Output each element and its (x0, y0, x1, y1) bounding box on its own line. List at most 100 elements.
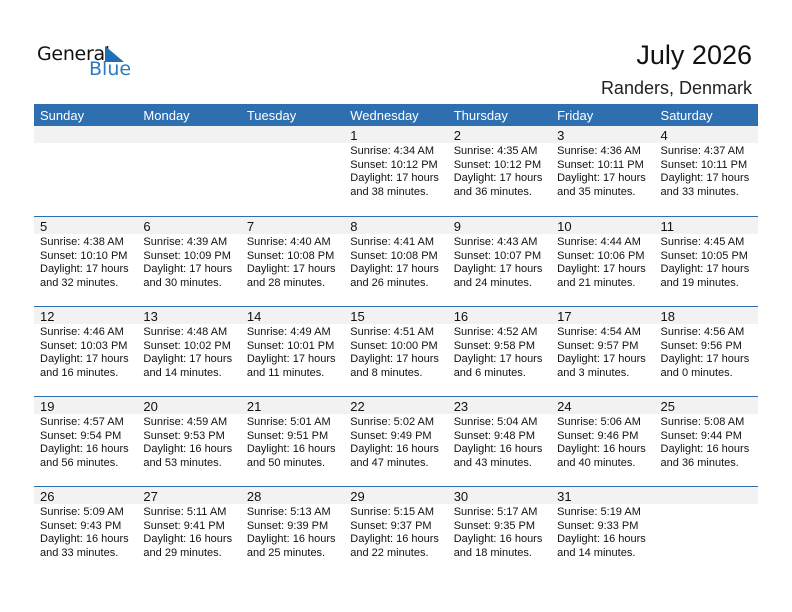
daylight-text: Daylight: 17 hours (350, 263, 439, 275)
daylight-text: Daylight: 17 hours (557, 263, 646, 275)
day-info: Sunrise: 5:01 AM Sunset: 9:51 PM Daylight:… (241, 414, 344, 470)
location: Randers, Denmark (600, 78, 752, 98)
sunrise-text: Sunrise: 5:02 AM (350, 416, 435, 428)
day-cell: 2 Sunrise: 4:35 AM Sunset: 10:12 PM Dayligh… (447, 126, 552, 216)
day-info: Sunrise: 4:49 AM Sunset: 10:01 PM Daylight… (241, 324, 344, 380)
day-info: Sunrise: 5:15 AM Sunset: 9:37 PM Daylight:… (344, 504, 447, 560)
day-info: Sunrise: 4:43 AM Sunset: 10:07 PM Daylight… (448, 234, 551, 290)
sunset-text: Sunset: 10:07 PM (453, 249, 542, 262)
day-cell (34, 126, 138, 216)
day-info: Sunrise: 4:36 AM Sunset: 10:11 PM Daylight… (551, 143, 654, 199)
sunrise-text: Sunrise: 4:52 AM (453, 326, 538, 338)
daylight-minutes-text: and 50 minutes. (246, 456, 326, 469)
day-number: 27 (137, 487, 241, 504)
week-row: 26 Sunrise: 5:09 AM Sunset: 9:43 PM Dayligh… (34, 486, 758, 576)
day-number (34, 126, 138, 143)
day-number: 21 (240, 397, 345, 414)
sunset-text: Sunset: 9:37 PM (350, 519, 432, 532)
sunset-text: Sunset: 9:48 PM (453, 429, 536, 442)
day-cell: 31 Sunrise: 5:19 AM Sunset: 9:33 PM Dayligh… (551, 487, 655, 576)
sunrise-text: Sunrise: 4:49 AM (246, 326, 331, 338)
sunrise-text: Sunrise: 4:43 AM (453, 236, 538, 248)
sunrise-text: Sunrise: 5:11 AM (143, 506, 227, 518)
daylight-text: Daylight: 17 hours (350, 353, 439, 365)
day-number (240, 126, 345, 143)
day-info: Sunrise: 5:13 AM Sunset: 9:39 PM Daylight:… (241, 504, 344, 560)
day-number: 26 (34, 487, 138, 504)
daylight-minutes-text: and 21 minutes. (557, 276, 636, 289)
day-info: Sunrise: 4:41 AM Sunset: 10:08 PM Daylight… (344, 234, 447, 290)
day-info: Sunrise: 5:09 AM Sunset: 9:43 PM Daylight:… (34, 504, 137, 560)
sunset-text: Sunset: 10:10 PM (40, 249, 128, 262)
daylight-text: Daylight: 16 hours (350, 443, 439, 455)
sunrise-text: Sunrise: 4:34 AM (350, 145, 435, 157)
daylight-minutes-text: and 33 minutes. (660, 185, 739, 198)
day-cell: 11 Sunrise: 4:45 AM Sunset: 10:05 PM Daylig… (654, 217, 758, 306)
day-number: 17 (551, 307, 655, 324)
daylight-minutes-text: and 36 minutes. (660, 456, 739, 469)
day-cell: 13 Sunrise: 4:48 AM Sunset: 10:02 PM Daylig… (137, 307, 241, 396)
sunset-text: Sunset: 9:46 PM (557, 429, 639, 442)
sunset-text: Sunset: 10:00 PM (350, 339, 438, 352)
sunset-text: Sunset: 9:54 PM (40, 429, 122, 442)
sunset-text: Sunset: 9:33 PM (557, 519, 639, 532)
day-number: 3 (551, 126, 655, 143)
daylight-text: Daylight: 16 hours (453, 443, 543, 455)
sunrise-text: Sunrise: 4:35 AM (453, 145, 538, 157)
sunrise-text: Sunrise: 5:19 AM (557, 506, 641, 518)
day-info: Sunrise: 4:45 AM Sunset: 10:05 PM Daylight… (655, 234, 758, 290)
day-cell: 22 Sunrise: 5:02 AM Sunset: 9:49 PM Dayligh… (344, 397, 448, 486)
sunset-text: Sunset: 10:11 PM (660, 158, 748, 171)
week-row: 12 Sunrise: 4:46 AM Sunset: 10:03 PM Daylig… (34, 306, 758, 396)
day-info: Sunrise: 5:11 AM Sunset: 9:41 PM Daylight:… (137, 504, 240, 560)
sunset-text: Sunset: 10:06 PM (557, 249, 645, 262)
day-number: 28 (240, 487, 345, 504)
day-cell: 7 Sunrise: 4:40 AM Sunset: 10:08 PM Dayligh… (240, 217, 345, 306)
sunrise-text: Sunrise: 4:38 AM (40, 236, 124, 248)
day-cell: 21 Sunrise: 5:01 AM Sunset: 9:51 PM Dayligh… (240, 397, 345, 486)
sunrise-text: Sunrise: 4:36 AM (557, 145, 641, 157)
day-number (654, 487, 758, 504)
day-number: 31 (551, 487, 655, 504)
logo-triangle-icon (105, 46, 124, 62)
logo: General Blue (37, 43, 132, 83)
sunrise-text: Sunrise: 5:01 AM (246, 416, 331, 428)
weekday-tuesday: Tuesday (246, 108, 297, 123)
sunset-text: Sunset: 10:08 PM (350, 249, 438, 262)
day-number: 2 (447, 126, 552, 143)
daylight-minutes-text: and 56 minutes. (40, 456, 119, 469)
daylight-text: Daylight: 17 hours (453, 172, 543, 184)
sunset-text: Sunset: 10:02 PM (143, 339, 231, 352)
sunrise-text: Sunrise: 4:57 AM (40, 416, 124, 428)
day-number: 16 (447, 307, 552, 324)
daylight-text: Daylight: 16 hours (143, 443, 233, 455)
sunrise-text: Sunrise: 4:54 AM (557, 326, 641, 338)
day-cell: 14 Sunrise: 4:49 AM Sunset: 10:01 PM Daylig… (240, 307, 345, 396)
sunrise-text: Sunrise: 4:46 AM (40, 326, 124, 338)
sunrise-text: Sunrise: 5:13 AM (246, 506, 331, 518)
daylight-minutes-text: and 30 minutes. (143, 276, 222, 289)
daylight-minutes-text: and 19 minutes. (660, 276, 739, 289)
day-info: Sunrise: 4:40 AM Sunset: 10:08 PM Daylight… (241, 234, 344, 290)
day-number: 11 (654, 217, 758, 234)
day-info: Sunrise: 5:19 AM Sunset: 9:33 PM Daylight:… (551, 504, 654, 560)
daylight-text: Daylight: 16 hours (350, 533, 439, 545)
daylight-text: Daylight: 17 hours (246, 353, 336, 365)
day-number: 5 (34, 217, 138, 234)
sunset-text: Sunset: 9:41 PM (143, 519, 225, 532)
weekday-monday: Monday (143, 108, 190, 123)
day-cell: 5 Sunrise: 4:38 AM Sunset: 10:10 PM Dayligh… (34, 217, 138, 306)
day-info: Sunrise: 4:34 AM Sunset: 10:12 PM Daylight… (344, 143, 447, 199)
daylight-minutes-text: and 14 minutes. (143, 366, 222, 379)
day-info: Sunrise: 4:57 AM Sunset: 9:54 PM Daylight:… (34, 414, 137, 470)
day-cell: 4 Sunrise: 4:37 AM Sunset: 10:11 PM Dayligh… (654, 126, 758, 216)
day-number: 29 (344, 487, 448, 504)
daylight-text: Daylight: 16 hours (246, 443, 336, 455)
daylight-minutes-text: and 26 minutes. (350, 276, 429, 289)
day-number: 15 (344, 307, 448, 324)
day-info: Sunrise: 5:02 AM Sunset: 9:49 PM Daylight:… (344, 414, 447, 470)
day-cell: 10 Sunrise: 4:44 AM Sunset: 10:06 PM Daylig… (551, 217, 655, 306)
day-cell: 12 Sunrise: 4:46 AM Sunset: 10:03 PM Daylig… (34, 307, 138, 396)
daylight-text: Daylight: 17 hours (143, 263, 233, 275)
sunrise-text: Sunrise: 4:40 AM (246, 236, 331, 248)
